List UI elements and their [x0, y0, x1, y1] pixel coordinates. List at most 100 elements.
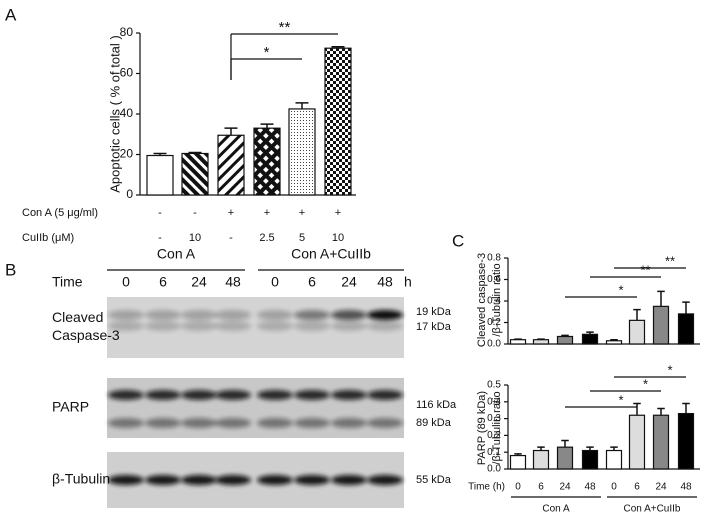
x-tick-label: 6: [538, 482, 544, 493]
blot-group-label: Con A+CuIIb: [291, 246, 371, 262]
treatment-name: CuIIb (μM): [22, 232, 74, 244]
treatment-value: -: [193, 207, 197, 219]
error-bar: [153, 152, 167, 156]
y-tick-label: 0.5: [487, 380, 501, 391]
bar: [581, 449, 599, 470]
blot-marker: 116 kDa: [416, 399, 457, 411]
bar: [217, 134, 245, 196]
error-bar: [586, 331, 594, 335]
x-tick-label: 0: [515, 482, 521, 493]
blot-band: [108, 475, 144, 485]
blot-band: [181, 418, 217, 428]
y-axis-label: Cleaved caspase-3: [476, 253, 488, 347]
blot-band: [367, 321, 403, 331]
blot-band: [294, 310, 330, 320]
bar: [605, 340, 623, 345]
bar: [652, 305, 670, 345]
y-tick-label: 0.0: [487, 339, 501, 350]
blot-row-label: Cleaved: [52, 309, 103, 325]
treatment-value: +: [335, 207, 341, 219]
y-tick-label: 0.4: [487, 396, 501, 407]
x-axis-label: Time (h): [468, 482, 505, 493]
significance-label: *: [643, 376, 648, 391]
error-bar: [561, 334, 569, 337]
blot-band: [145, 390, 181, 400]
y-tick-label: 0.4: [487, 296, 501, 307]
blot-band: [257, 310, 293, 320]
y-tick-label: 20: [120, 147, 134, 161]
blot-band: [108, 310, 144, 320]
treatment-value: +: [264, 207, 270, 219]
y-axis-label: Apoptotic cells ( % of total ): [107, 35, 122, 193]
treatment-value: 10: [332, 232, 344, 244]
x-tick-label: 48: [584, 482, 596, 493]
y-tick-label: 0.2: [487, 430, 501, 441]
y-tick-label: 80: [120, 25, 134, 39]
error-bar: [657, 407, 665, 416]
y-tick-label: 0.6: [487, 274, 501, 285]
blot-band: [331, 475, 367, 485]
error-bar: [260, 123, 274, 129]
error-bar: [188, 151, 202, 154]
blot-row-label: PARP: [52, 399, 89, 415]
treatment-value: 5: [299, 232, 305, 244]
blot-band: [215, 321, 251, 331]
bar: [288, 108, 316, 196]
bar: [532, 449, 550, 470]
blot-marker: 17 kDa: [416, 321, 452, 333]
error-bar: [682, 301, 690, 314]
blot-lane-label: 6: [308, 274, 316, 290]
blot-band: [257, 418, 293, 428]
treatment-value: +: [299, 207, 305, 219]
blot-lane-label: 48: [225, 274, 241, 290]
blot-lane-label: 24: [191, 274, 207, 290]
error-bar: [610, 338, 618, 341]
bar: [146, 154, 174, 196]
blot-band: [181, 475, 217, 485]
y-tick-label: 0: [126, 187, 133, 201]
bar: [628, 319, 646, 345]
error-bar: [224, 127, 238, 136]
blot-band: [294, 321, 330, 331]
treatment-value: -: [158, 207, 162, 219]
blot-band: [215, 310, 251, 320]
blot-band: [331, 310, 367, 320]
blot-band: [145, 418, 181, 428]
blot-lane-label: 6: [159, 274, 167, 290]
x-tick-label: 48: [680, 482, 692, 493]
error-bar: [514, 338, 522, 340]
y-tick-label: 60: [120, 66, 134, 80]
significance-label: **: [279, 19, 291, 36]
blot-band: [215, 390, 251, 400]
error-bar: [295, 102, 309, 109]
error-bar: [586, 446, 594, 451]
blot-band: [108, 390, 144, 400]
bar: [605, 449, 623, 470]
y-tick-label: 0.8: [487, 253, 501, 264]
group-label: Con A+CuIIb: [624, 504, 681, 515]
y-tick-label: 0.1: [487, 447, 501, 458]
panel-label: A: [5, 5, 17, 24]
y-axis-label: /β-Tubulin ratio: [491, 391, 503, 464]
treatment-value: 10: [189, 232, 201, 244]
significance-label: **: [640, 262, 650, 277]
blot-marker: 19 kDa: [416, 306, 452, 318]
error-bar: [657, 290, 665, 307]
error-bar: [514, 453, 522, 456]
blot-marker: 89 kDa: [416, 417, 452, 429]
bar: [556, 335, 574, 345]
blot-band: [294, 475, 330, 485]
blot-band: [367, 310, 403, 320]
bar: [652, 414, 670, 470]
y-tick-label: 40: [120, 106, 134, 120]
significance-label: *: [264, 44, 270, 61]
blot-band: [181, 310, 217, 320]
bar: [677, 412, 695, 470]
x-tick-label: 6: [634, 482, 640, 493]
blot-band: [367, 475, 403, 485]
error-bar: [537, 338, 545, 340]
error-bar: [561, 439, 569, 448]
bar: [324, 47, 352, 196]
blot-marker: 55 kDa: [416, 474, 452, 486]
